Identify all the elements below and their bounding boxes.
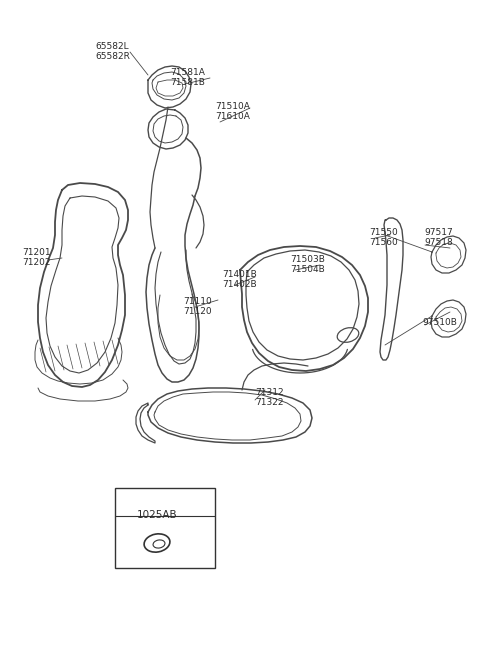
Text: 71110
71120: 71110 71120 bbox=[183, 297, 212, 316]
Text: 65582L
65582R: 65582L 65582R bbox=[95, 42, 130, 62]
Text: 71312
71322: 71312 71322 bbox=[255, 388, 284, 407]
Text: 97510B: 97510B bbox=[422, 318, 457, 327]
Text: 71550
71560: 71550 71560 bbox=[369, 228, 398, 248]
Text: 97517
97518: 97517 97518 bbox=[424, 228, 453, 248]
Text: 71503B
71504B: 71503B 71504B bbox=[290, 255, 325, 274]
Text: 71510A
71610A: 71510A 71610A bbox=[215, 102, 250, 121]
Text: 71401B
71402B: 71401B 71402B bbox=[222, 270, 257, 290]
Text: 71581A
71581B: 71581A 71581B bbox=[170, 68, 205, 87]
Text: 71201
71202: 71201 71202 bbox=[22, 248, 50, 267]
Bar bbox=[115, 488, 215, 568]
Text: 1025AB: 1025AB bbox=[137, 510, 178, 520]
